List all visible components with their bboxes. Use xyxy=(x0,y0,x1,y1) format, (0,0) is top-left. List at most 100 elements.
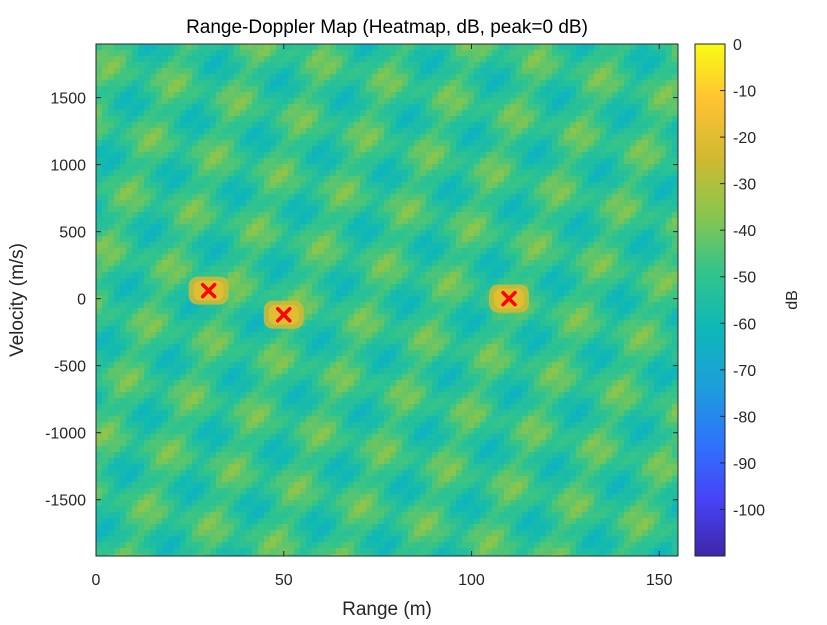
heatmap-cell xyxy=(210,302,217,309)
heatmap-cell xyxy=(210,116,217,123)
heatmap-cell xyxy=(558,140,565,147)
heatmap-cell xyxy=(174,206,181,213)
heatmap-cell xyxy=(174,302,181,309)
heatmap-cell xyxy=(408,194,415,201)
heatmap-cell xyxy=(348,296,355,303)
heatmap-cell xyxy=(114,182,121,189)
heatmap-cell xyxy=(354,344,361,351)
heatmap-cell xyxy=(336,272,343,279)
heatmap-cell xyxy=(516,116,523,123)
heatmap-cell xyxy=(132,326,139,333)
heatmap-cell xyxy=(594,242,601,249)
heatmap-cell xyxy=(150,104,157,111)
heatmap-cell xyxy=(342,350,349,357)
heatmap-cell xyxy=(510,266,517,273)
heatmap-cell xyxy=(228,104,235,111)
heatmap-cell xyxy=(612,110,619,117)
heatmap-cell xyxy=(438,326,445,333)
heatmap-cell xyxy=(444,206,451,213)
heatmap-cell xyxy=(666,272,673,279)
heatmap-cell xyxy=(486,242,493,249)
heatmap-cell xyxy=(162,116,169,123)
heatmap-cell xyxy=(330,242,337,249)
heatmap-cell xyxy=(618,74,625,81)
heatmap-cell xyxy=(558,320,565,327)
heatmap-cell xyxy=(264,266,271,273)
heatmap-cell xyxy=(408,170,415,177)
heatmap-cell xyxy=(264,116,271,123)
heatmap-cell xyxy=(642,212,649,219)
heatmap-cell xyxy=(120,266,127,273)
heatmap-cell xyxy=(366,104,373,111)
heatmap-cell xyxy=(576,326,583,333)
heatmap-cell xyxy=(162,200,169,207)
heatmap-cell xyxy=(426,218,433,225)
heatmap-cell xyxy=(582,164,589,171)
heatmap-cell xyxy=(198,44,205,51)
heatmap-cell xyxy=(396,332,403,339)
heatmap-cell xyxy=(348,158,355,165)
heatmap-cell xyxy=(138,350,145,357)
heatmap-cell xyxy=(342,44,349,51)
heatmap-cell xyxy=(594,296,601,303)
heatmap-cell xyxy=(168,68,175,75)
heatmap-cell xyxy=(288,98,295,105)
heatmap-cell xyxy=(114,128,121,135)
heatmap-cell xyxy=(348,254,355,261)
heatmap-cell xyxy=(570,344,577,351)
heatmap-cell xyxy=(276,122,283,129)
heatmap-cell xyxy=(318,134,325,141)
heatmap-cell xyxy=(102,92,109,99)
heatmap-cell xyxy=(108,302,115,309)
heatmap-cell xyxy=(450,230,457,237)
heatmap-cell xyxy=(198,272,205,279)
heatmap-cell xyxy=(618,326,625,333)
heatmap-cell xyxy=(480,284,487,291)
heatmap-cell xyxy=(222,308,229,315)
heatmap-cell xyxy=(414,320,421,327)
heatmap-cell xyxy=(450,176,457,183)
heatmap-cell xyxy=(126,128,133,135)
heatmap-cell xyxy=(414,170,421,177)
heatmap-cell xyxy=(294,224,301,231)
heatmap-cell xyxy=(600,128,607,135)
heatmap-cell xyxy=(210,86,217,93)
heatmap-cell xyxy=(534,314,541,321)
heatmap-cell xyxy=(528,194,535,201)
heatmap-cell xyxy=(168,74,175,81)
heatmap-cell xyxy=(210,194,217,201)
heatmap-cell xyxy=(138,272,145,279)
heatmap-cell xyxy=(270,194,277,201)
heatmap-cell xyxy=(246,308,253,315)
heatmap-cell xyxy=(174,152,181,159)
heatmap-cell xyxy=(300,176,307,183)
heatmap-cell xyxy=(306,242,313,249)
heatmap-cell xyxy=(192,50,199,57)
heatmap-cell xyxy=(438,128,445,135)
heatmap-cell xyxy=(282,242,289,249)
heatmap-cell xyxy=(456,188,463,195)
heatmap-cell xyxy=(648,56,655,63)
heatmap-cell xyxy=(120,224,127,231)
heatmap-cell xyxy=(606,266,613,273)
heatmap-cell xyxy=(672,74,678,81)
heatmap-cell xyxy=(522,110,529,117)
heatmap-cell xyxy=(156,350,163,357)
heatmap-cell xyxy=(618,278,625,285)
heatmap-cell xyxy=(372,170,379,177)
heatmap-cell xyxy=(582,104,589,111)
heatmap-cell xyxy=(582,230,589,237)
heatmap-cell xyxy=(522,92,529,99)
heatmap-cell xyxy=(600,254,607,261)
heatmap-cell xyxy=(624,212,631,219)
heatmap-cell xyxy=(462,128,469,135)
heatmap-cell xyxy=(492,212,499,219)
heatmap-cell xyxy=(126,182,133,189)
heatmap-cell xyxy=(390,200,397,207)
heatmap-cell xyxy=(144,338,151,345)
heatmap-cell xyxy=(354,188,361,195)
heatmap-cell xyxy=(516,224,523,231)
heatmap-cell xyxy=(546,92,553,99)
heatmap-cell xyxy=(612,158,619,165)
